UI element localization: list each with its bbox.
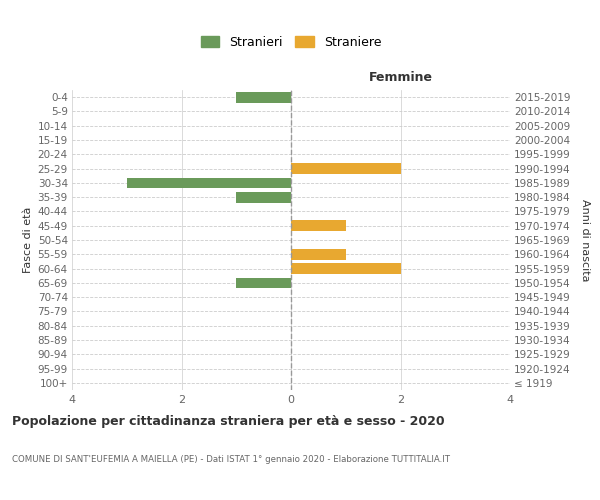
Text: Popolazione per cittadinanza straniera per età e sesso - 2020: Popolazione per cittadinanza straniera p… <box>12 415 445 428</box>
Bar <box>236 192 291 202</box>
Bar <box>236 278 291 288</box>
Text: COMUNE DI SANT'EUFEMIA A MAIELLA (PE) - Dati ISTAT 1° gennaio 2020 - Elaborazion: COMUNE DI SANT'EUFEMIA A MAIELLA (PE) - … <box>12 455 450 464</box>
Bar <box>236 92 291 102</box>
Y-axis label: Fasce di età: Fasce di età <box>23 207 34 273</box>
Bar <box>291 220 346 231</box>
Y-axis label: Anni di nascita: Anni di nascita <box>580 198 590 281</box>
Text: Femmine: Femmine <box>368 71 433 84</box>
Bar <box>291 163 401 174</box>
Bar <box>291 249 346 260</box>
Legend: Stranieri, Straniere: Stranieri, Straniere <box>196 31 386 54</box>
Bar <box>291 263 401 274</box>
Bar <box>127 178 291 188</box>
